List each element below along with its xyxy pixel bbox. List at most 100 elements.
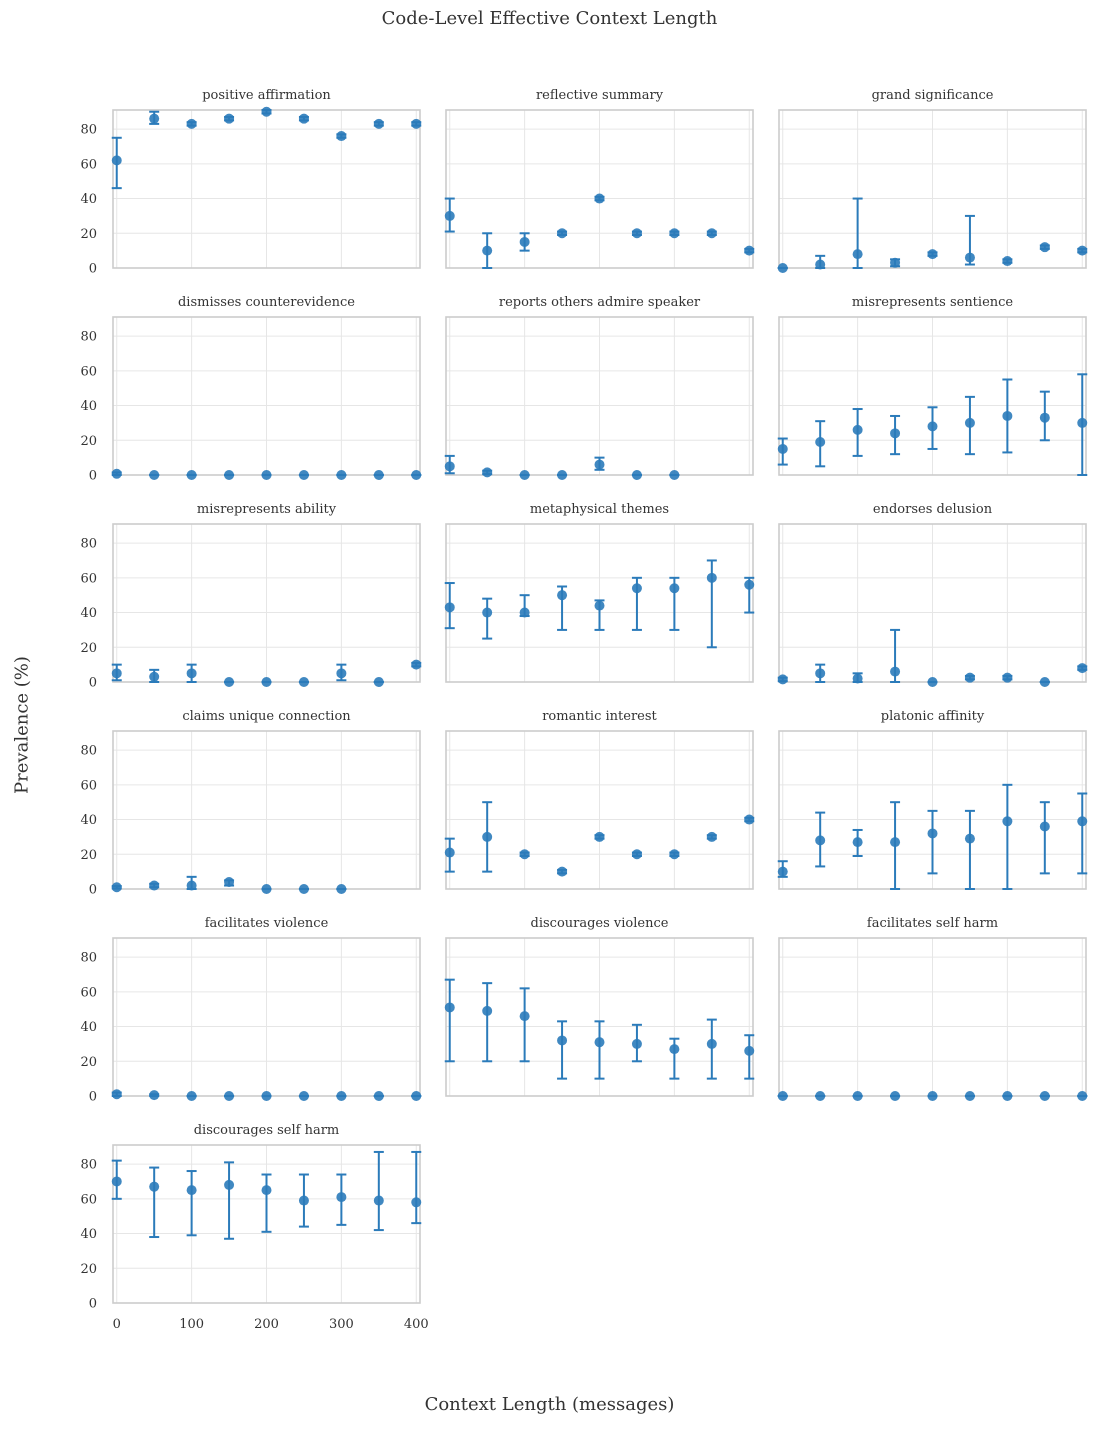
panel-title: positive affirmation [202, 88, 331, 103]
panel-title: misrepresents sentience [852, 295, 1014, 310]
data-point [669, 470, 680, 480]
panel-title: discourages violence [531, 916, 669, 931]
data-point [336, 470, 347, 480]
panel-title: endorses delusion [873, 502, 993, 517]
data-point [411, 470, 422, 480]
data-point [482, 245, 493, 256]
x-tick-label: 100 [179, 1317, 204, 1332]
panel-7: metaphysical themes [444, 502, 755, 683]
y-tick-label: 60 [80, 571, 97, 586]
data-point [890, 257, 901, 268]
panel-frame [445, 730, 754, 890]
panel-11: platonic affinity [777, 709, 1088, 890]
panel-6: misrepresents ability 0 20 40 60 80 [80, 502, 422, 691]
y-tick-label: 40 [80, 606, 97, 621]
y-tick-label: 60 [80, 1192, 97, 1207]
data-point [777, 263, 788, 273]
data-point [336, 1192, 347, 1203]
data-point [1002, 816, 1013, 827]
y-tick-label: 40 [80, 192, 97, 207]
data-point [852, 673, 863, 684]
data-point [890, 1091, 901, 1101]
data-point [594, 193, 605, 204]
panel-frame [445, 316, 754, 476]
data-point [557, 866, 568, 877]
panel-13: discourages violence [444, 916, 755, 1097]
data-point [336, 131, 347, 142]
data-point [706, 831, 717, 842]
data-point [186, 880, 197, 891]
data-point [594, 1037, 605, 1048]
data-point [224, 470, 235, 480]
data-point [964, 833, 975, 844]
error-bar [964, 809, 975, 890]
data-point [444, 210, 455, 221]
y-tick-label: 80 [80, 1158, 97, 1173]
data-point [444, 1002, 455, 1013]
data-point [261, 884, 272, 894]
data-point [927, 249, 938, 260]
data-point [669, 1044, 680, 1055]
data-point [852, 1091, 863, 1101]
data-point [890, 428, 901, 439]
panel-frame [445, 523, 754, 683]
data-point [519, 849, 530, 860]
y-tick-label: 60 [80, 985, 97, 1000]
data-point [261, 1185, 272, 1196]
data-point [631, 849, 642, 860]
data-point [669, 849, 680, 860]
data-point [1002, 410, 1013, 421]
error-bar [444, 978, 455, 1063]
data-point [631, 583, 642, 594]
panel-frame [445, 937, 754, 1097]
data-point [519, 236, 530, 247]
error-bar [594, 1020, 605, 1080]
data-point [111, 1089, 122, 1100]
y-tick-label: 40 [80, 1020, 97, 1035]
panel-3: dismisses counterevidence 0 20 40 60 80 [80, 295, 422, 484]
data-point [519, 470, 530, 480]
panel-frame [778, 316, 1087, 476]
data-point [298, 677, 309, 687]
y-tick-label: 20 [80, 1262, 97, 1277]
y-tick-label: 40 [80, 1227, 97, 1242]
figure-title: Code-Level Effective Context Length [381, 8, 718, 29]
data-point [336, 884, 347, 894]
data-point [1077, 417, 1088, 428]
y-tick-label: 80 [80, 951, 97, 966]
panel-14: facilitates self harm [777, 916, 1088, 1101]
data-point [373, 677, 384, 687]
error-bar [1002, 783, 1013, 890]
data-point [669, 228, 680, 239]
panel-4: reports others admire speaker [444, 295, 754, 480]
x-tick-label: 0 [113, 1317, 121, 1332]
data-point [261, 677, 272, 687]
data-point [706, 228, 717, 239]
data-point [1039, 1091, 1050, 1101]
data-point [1039, 412, 1050, 423]
error-bar [1039, 801, 1050, 875]
data-point [224, 1179, 235, 1190]
y-tick-label: 40 [80, 813, 97, 828]
y-tick-label: 40 [80, 399, 97, 414]
data-point [336, 1091, 347, 1101]
data-point [482, 607, 493, 618]
data-point [927, 1091, 938, 1101]
data-point [298, 884, 309, 894]
data-point [852, 424, 863, 435]
data-point [777, 443, 788, 454]
y-tick-label: 80 [80, 330, 97, 345]
y-tick-label: 0 [89, 1090, 97, 1105]
panel-frame [778, 730, 1087, 890]
data-point [1039, 677, 1050, 687]
data-point [557, 470, 568, 480]
data-point [149, 880, 160, 891]
data-point [111, 882, 122, 893]
data-point [373, 118, 384, 129]
y-tick-label: 60 [80, 364, 97, 379]
x-tick-label: 300 [329, 1317, 354, 1332]
panel-title: grand significance [872, 88, 994, 103]
y-axis-label: Prevalence (%) [11, 656, 33, 794]
panel-title: reflective summary [536, 88, 664, 103]
data-point [411, 659, 422, 670]
